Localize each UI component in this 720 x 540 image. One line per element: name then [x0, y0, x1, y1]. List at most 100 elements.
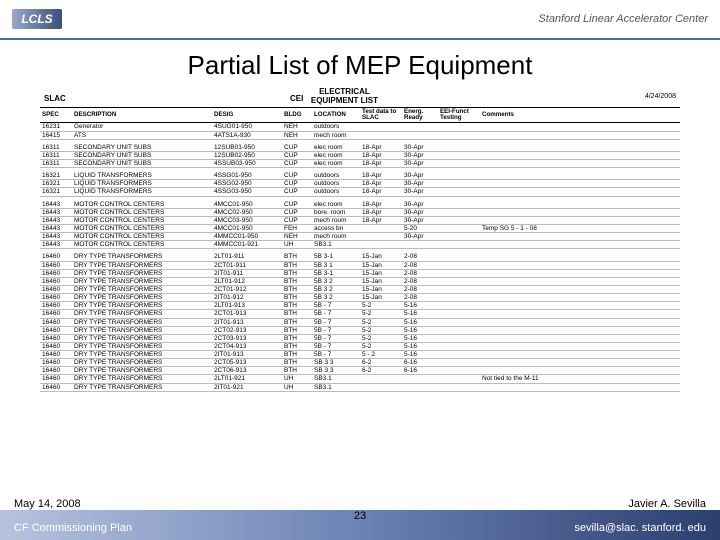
cell-desc: MOTOR CONTROL CENTERS: [74, 233, 214, 240]
cell-energ: 6-16: [404, 367, 440, 374]
cell-loc: SB3.1: [314, 384, 362, 391]
footer: May 14, 2008 CF Commissioning Plan 23 Ja…: [0, 496, 720, 540]
table-row: 16460DRY TYPE TRANSFORMERS2CT05-913BTHSB…: [40, 359, 680, 367]
cell-desig: 2CT03-913: [214, 335, 284, 342]
logo: LCLS: [12, 9, 62, 29]
table-row: 16415ATS4ATS1A-930NEHmech room: [40, 132, 680, 140]
cell-bldg: FEH: [284, 225, 314, 232]
cell-energ: 2-08: [404, 278, 440, 285]
cell-desig: 2LT01-911: [214, 253, 284, 260]
cell-desig: 4ATS1A-930: [214, 132, 284, 139]
cell-bldg: NEH: [284, 233, 314, 240]
table-row: 16231Generator4SUG01-950NEHoutdoors: [40, 123, 680, 131]
cell-bldg: BTH: [284, 367, 314, 374]
cell-spec: 16460: [40, 335, 74, 342]
cell-bldg: BTH: [284, 343, 314, 350]
cell-desig: 4MMCC01-921: [214, 241, 284, 248]
cell-spec: 16460: [40, 375, 74, 382]
sheet-head: ELECTRICAL EQUIPMENT LIST 4/24/2008: [40, 85, 680, 107]
cell-desig: 2IT01-921: [214, 384, 284, 391]
col-test: Test data to SLAC: [362, 109, 404, 121]
cell-desig: 4MCC01-950: [214, 225, 284, 232]
cell-energ: 30-Apr: [404, 152, 440, 159]
cell-bldg: BTH: [284, 310, 314, 317]
cell-loc: SB 3 3: [314, 367, 362, 374]
cell-desig: 2IT01-913: [214, 319, 284, 326]
cell-desig: 4MCC02-950: [214, 209, 284, 216]
cell-loc: 5B - 7: [314, 302, 362, 309]
cell-energ: 30-Apr: [404, 209, 440, 216]
cell-bldg: BTH: [284, 270, 314, 277]
cell-comm: Not tied to the M-11: [482, 375, 680, 382]
cell-spec: 16460: [40, 286, 74, 293]
cell-desig: 2LT01-913: [214, 302, 284, 309]
equipment-table: SPEC DESCRIPTION DESIG BLDG LOCATION Tes…: [40, 107, 680, 392]
cell-desc: DRY TYPE TRANSFORMERS: [74, 270, 214, 277]
table-row: 16443MOTOR CONTROL CENTERS4MMCC01-921UHS…: [40, 241, 680, 249]
cell-desig: 2IT01-911: [214, 270, 284, 277]
cell-desc: MOTOR CONTROL CENTERS: [74, 209, 214, 216]
cell-energ: 2-08: [404, 253, 440, 260]
cell-desig: 2CT01-912: [214, 286, 284, 293]
cell-loc: bore. room: [314, 209, 362, 216]
cell-loc: SB3.1: [314, 375, 362, 382]
cell-bldg: BTH: [284, 262, 314, 269]
cell-bldg: BTH: [284, 302, 314, 309]
cell-spec: 16321: [40, 188, 74, 195]
cell-energ: 6-16: [404, 359, 440, 366]
table-row: 16460DRY TYPE TRANSFORMERS2IT01-913BTH5B…: [40, 351, 680, 359]
col-spec: SPEC: [40, 112, 74, 118]
cell-test: 18-Apr: [362, 201, 404, 208]
cell-energ: 30-Apr: [404, 144, 440, 151]
cell-loc: mech room: [314, 233, 362, 240]
cell-bldg: CUP: [284, 217, 314, 224]
cell-desig: 12SUB02-950: [214, 152, 284, 159]
cell-bldg: UH: [284, 241, 314, 248]
table-row: 16460DRY TYPE TRANSFORMERS2LT01-912BTH5B…: [40, 278, 680, 286]
cell-loc: 5B 3 1: [314, 262, 362, 269]
table-row: 16460DRY TYPE TRANSFORMERS2LT01-911BTH5B…: [40, 253, 680, 261]
cell-bldg: CUP: [284, 152, 314, 159]
cell-bldg: CUP: [284, 188, 314, 195]
cell-desc: DRY TYPE TRANSFORMERS: [74, 319, 214, 326]
cell-loc: outdoors: [314, 172, 362, 179]
cell-bldg: CUP: [284, 201, 314, 208]
cell-energ: 30-Apr: [404, 201, 440, 208]
cell-loc: SB3.1: [314, 241, 362, 248]
footer-name: Javier A. Sevilla: [628, 498, 706, 510]
cell-comm: Temp SG 5 - 1 - 08: [482, 225, 680, 232]
cell-test: 15-Jan: [362, 270, 404, 277]
cell-desc: DRY TYPE TRANSFORMERS: [74, 375, 214, 382]
cell-test: 15-Jan: [362, 286, 404, 293]
cell-spec: 16460: [40, 310, 74, 317]
cell-desc: LIQUID TRANSFORMERS: [74, 180, 214, 187]
table-row: 16311SECONDARY UNIT SUBS4SSUB03-950CUPel…: [40, 160, 680, 168]
sheet-title-line2: EQUIPMENT LIST: [44, 96, 645, 105]
cell-desc: DRY TYPE TRANSFORMERS: [74, 302, 214, 309]
table-row: 16460DRY TYPE TRANSFORMERS2CT01-913BTH5B…: [40, 310, 680, 318]
cell-spec: 16460: [40, 302, 74, 309]
table-row: 16311SECONDARY UNIT SUBS12SUB01-950CUPel…: [40, 144, 680, 152]
cell-spec: 16460: [40, 319, 74, 326]
cell-desig: 2CT02-913: [214, 327, 284, 334]
cell-energ: 2-08: [404, 286, 440, 293]
cell-desc: DRY TYPE TRANSFORMERS: [74, 294, 214, 301]
cell-test: 18-Apr: [362, 160, 404, 167]
cell-desig: 2IT01-913: [214, 351, 284, 358]
cell-test: 6-2: [362, 367, 404, 374]
table-row: 16460DRY TYPE TRANSFORMERS2LT01-913BTH5B…: [40, 302, 680, 310]
footer-page: 23: [354, 510, 366, 522]
cell-desc: MOTOR CONTROL CENTERS: [74, 225, 214, 232]
cell-spec: 16460: [40, 327, 74, 334]
cell-bldg: CUP: [284, 144, 314, 151]
cell-loc: outdoors: [314, 188, 362, 195]
cell-test: 5-2: [362, 335, 404, 342]
table-row: 16321LIQUID TRANSFORMERS4SSG01-950CUPout…: [40, 172, 680, 180]
cell-energ: 5-16: [404, 335, 440, 342]
cell-bldg: BTH: [284, 286, 314, 293]
cell-desc: DRY TYPE TRANSFORMERS: [74, 278, 214, 285]
cell-desc: DRY TYPE TRANSFORMERS: [74, 286, 214, 293]
table-row: 16460DRY TYPE TRANSFORMERS2CT01-911BTH5B…: [40, 262, 680, 270]
logo-badge: LCLS: [12, 9, 62, 29]
table-row: 16460DRY TYPE TRANSFORMERS2CT06-913BTHSB…: [40, 367, 680, 375]
